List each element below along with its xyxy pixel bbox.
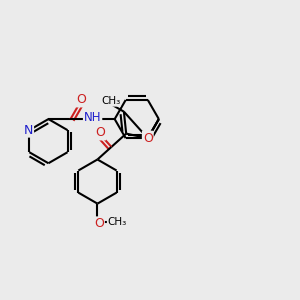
Text: NH: NH [84, 111, 101, 124]
Text: CH₃: CH₃ [101, 96, 120, 106]
Text: O: O [94, 218, 104, 230]
Text: O: O [95, 127, 105, 140]
Text: O: O [76, 94, 86, 106]
Text: CH₃: CH₃ [108, 218, 127, 227]
Text: O: O [143, 132, 153, 145]
Text: N: N [24, 124, 33, 136]
